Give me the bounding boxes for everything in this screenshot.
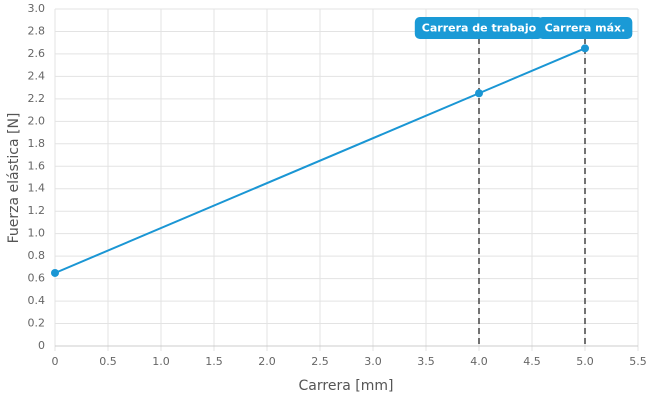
x-tick-label: 4.0 <box>470 355 488 368</box>
y-tick-label: 1.2 <box>28 204 46 217</box>
y-tick-label: 2.4 <box>28 69 46 82</box>
x-tick-label: 2.5 <box>311 355 329 368</box>
x-axis-title: Carrera [mm] <box>299 378 394 394</box>
point <box>51 268 59 277</box>
annotation-label: Carrera máx. <box>545 22 626 35</box>
y-tick-label: 2.0 <box>28 114 46 127</box>
y-tick-label: 1.6 <box>28 159 46 172</box>
y-tick-label: 1.0 <box>28 227 46 240</box>
point <box>581 44 589 53</box>
y-tick-label: 3.0 <box>28 2 46 15</box>
x-tick-label: 5.5 <box>629 355 647 368</box>
x-tick-label: 2.0 <box>258 355 276 368</box>
y-tick-label: 2.6 <box>28 47 46 60</box>
y-tick-label: 1.4 <box>28 182 46 195</box>
annotation: Carrera máx. <box>537 17 633 39</box>
y-tick-label: 1.8 <box>28 137 46 150</box>
annotation-box <box>537 17 633 39</box>
y-tick-label: 0 <box>38 339 45 352</box>
x-tick-label: 0.5 <box>99 355 117 368</box>
point <box>475 89 483 98</box>
x-tick-label: 0 <box>52 355 59 368</box>
annotation-label: Carrera de trabajo <box>422 22 537 35</box>
x-tick-label: 3.0 <box>364 355 382 368</box>
x-tick-label: 3.5 <box>417 355 435 368</box>
x-tick-label: 1.5 <box>205 355 223 368</box>
y-tick-label: 0.2 <box>28 317 46 330</box>
x-tick-label: 4.5 <box>523 355 541 368</box>
y-axis-title: Fuerza elástica [N] <box>6 113 22 244</box>
annotation-box <box>414 17 544 39</box>
y-tick-label: 0.8 <box>28 249 46 262</box>
y-tick-label: 0.4 <box>28 294 46 307</box>
y-tick-label: 0.6 <box>28 272 46 285</box>
y-tick-label: 2.2 <box>28 92 46 105</box>
y-tick-label: 2.8 <box>28 24 46 37</box>
annotation: Carrera de trabajo <box>414 17 544 39</box>
x-tick-label: 1.0 <box>152 355 170 368</box>
x-tick-label: 5.0 <box>576 355 594 368</box>
